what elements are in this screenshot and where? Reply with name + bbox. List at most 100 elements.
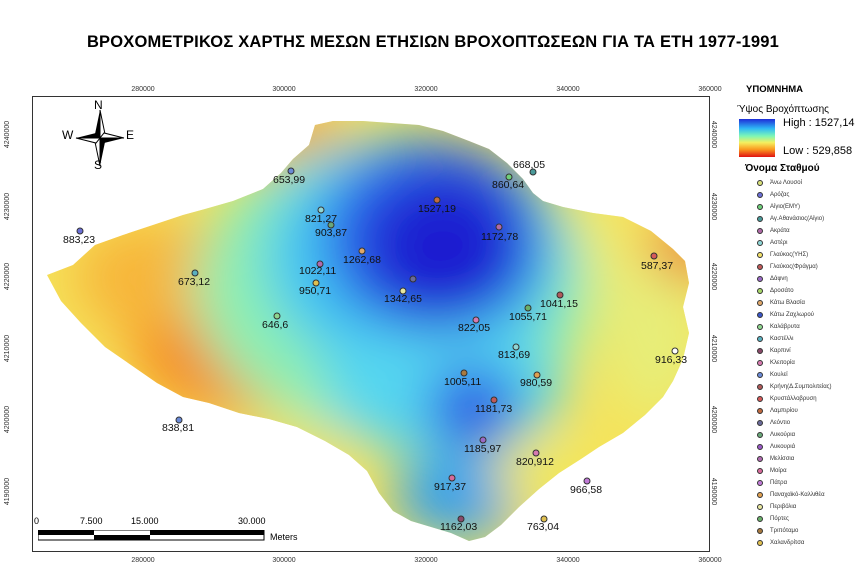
legend-title: ΥΠΟΜΝΗΜΑ — [746, 84, 803, 95]
y-tick-left: 4210000 — [4, 334, 12, 363]
east-label: E — [126, 128, 135, 142]
station-value-label: 646,6 — [262, 319, 289, 331]
station-marker — [273, 312, 281, 320]
station-swatch-icon — [757, 312, 763, 318]
north-label: N — [94, 98, 103, 112]
station-value-label: 883,23 — [63, 234, 96, 246]
station-value-label: 587,37 — [641, 260, 674, 272]
station-value-label: 820,912 — [516, 456, 554, 468]
station-marker — [540, 515, 548, 523]
legend-station-label: Δάφνη — [770, 276, 788, 282]
station-swatch-icon — [757, 492, 763, 498]
x-tick-bottom: 300000 — [272, 557, 296, 564]
legend-station-label: Καστέλλι — [770, 336, 794, 342]
legend-station-label: Αστέρι — [770, 240, 788, 246]
y-tick-right: 4200000 — [710, 405, 718, 434]
legend-station-label: Λυκούρια — [770, 432, 796, 438]
station-value-label: 668,05 — [513, 159, 546, 171]
legend-station-item: Παναχαϊκό-Καλλιθέα — [737, 490, 863, 502]
scale-label: 15.000 — [131, 516, 159, 526]
west-label: W — [62, 128, 74, 142]
legend-station-item: Δάφνη — [737, 274, 863, 286]
station-swatch-icon — [757, 372, 763, 378]
station-value-label: 916,33 — [655, 354, 688, 366]
legend-raster-title: Ύψος Βροχόπτωσης — [737, 104, 829, 115]
legend-station-label: Μοίρα — [770, 468, 787, 474]
station-swatch-icon — [757, 420, 763, 426]
station-swatch-icon — [757, 228, 763, 234]
station-swatch-icon — [757, 192, 763, 198]
station-swatch-icon — [757, 324, 763, 330]
legend-station-label: Χαλανδρίτσα — [770, 540, 805, 546]
station-value-label: 1005,11 — [444, 376, 482, 388]
station-swatch-icon — [757, 252, 763, 258]
y-tick-left: 4200000 — [4, 405, 12, 434]
scale-bar: 0 7.500 15.000 30.000 Meters — [34, 516, 374, 546]
legend-station-item: Λυκούρια — [737, 430, 863, 442]
color-ramp-swatch — [739, 119, 775, 157]
legend-station-label: Καρπινί — [770, 348, 791, 354]
station-marker — [556, 291, 564, 299]
map-title: ΒΡΟΧΟΜΕΤΡΙΚΟΣ ΧΑΡΤΗΣ ΜΕΣΩΝ ΕΤΗΣΙΩΝ ΒΡΟΧΟ… — [86, 33, 780, 51]
station-swatch-icon — [757, 264, 763, 270]
y-tick-right: 4210000 — [710, 334, 718, 363]
station-swatch-icon — [757, 516, 763, 522]
station-marker — [671, 347, 679, 355]
station-value-label: 813,69 — [498, 349, 531, 361]
station-swatch-icon — [757, 288, 763, 294]
station-swatch-icon — [757, 336, 763, 342]
legend-station-item: Κρυστάλλοβρυση — [737, 394, 863, 406]
station-marker — [495, 223, 503, 231]
station-swatch-icon — [757, 456, 763, 462]
x-tick-top: 360000 — [698, 86, 722, 93]
station-marker — [175, 416, 183, 424]
legend-station-item: Τριπόταμο — [737, 526, 863, 538]
y-tick-right: 4190000 — [710, 477, 718, 506]
station-marker — [479, 436, 487, 444]
legend-station-label: Κρήνη(Δ.Συμπολιτείας) — [770, 384, 832, 390]
legend-station-item: Καστέλλι — [737, 334, 863, 346]
legend: ΥΠΟΜΝΗΜΑ Ύψος Βροχόπτωσης High : 1527,14… — [737, 84, 863, 550]
station-value-label: 1185,97 — [464, 443, 502, 455]
station-marker — [650, 252, 658, 260]
station-swatch-icon — [757, 276, 763, 282]
station-marker — [317, 206, 325, 214]
legend-station-item: Λεόντιο — [737, 418, 863, 430]
station-swatch-icon — [757, 348, 763, 354]
station-swatch-icon — [757, 180, 763, 186]
legend-station-label: Κουλεϊ — [770, 372, 788, 378]
x-tick-top: 340000 — [556, 86, 580, 93]
legend-station-item: Πάτρα — [737, 478, 863, 490]
legend-station-item: Καρπινί — [737, 346, 863, 358]
station-value-label: 822,05 — [458, 322, 491, 334]
station-swatch-icon — [757, 204, 763, 210]
legend-station-label: Περιβόλια — [770, 504, 797, 510]
legend-station-label: Κρυστάλλοβρυση — [770, 396, 817, 402]
legend-station-label: Κάτω Ζαχλωρού — [770, 312, 814, 318]
station-value-label: 903,87 — [315, 227, 348, 239]
station-marker — [76, 227, 84, 235]
x-tick-top: 300000 — [272, 86, 296, 93]
station-swatch-icon — [757, 540, 763, 546]
legend-station-list: Άνω Λουσοί Αρόζας Αίγιο(ΕΜΥ) Αγ.Αθανάσιος(Α… — [737, 178, 863, 550]
legend-station-item: Αίγιο(ΕΜΥ) — [737, 202, 863, 214]
station-marker — [460, 369, 468, 377]
station-marker — [316, 260, 324, 268]
legend-station-label: Γλαύκος(ΥΗΣ) — [770, 252, 809, 258]
station-value-label: 673,12 — [178, 276, 211, 288]
legend-station-label: Καλάβρυτα — [770, 324, 800, 330]
station-marker — [409, 275, 417, 283]
legend-station-label: Τριπόταμο — [770, 528, 799, 534]
station-value-label: 1181,73 — [475, 403, 513, 415]
station-marker — [529, 168, 537, 176]
y-tick-right: 4220000 — [710, 262, 718, 291]
station-marker — [472, 316, 480, 324]
station-swatch-icon — [757, 528, 763, 534]
station-value-label: 917,37 — [434, 481, 467, 493]
station-value-label: 1527,19 — [418, 203, 456, 215]
legend-station-item: Κουλεϊ — [737, 370, 863, 382]
legend-station-item: Χαλανδρίτσα — [737, 538, 863, 550]
scale-label: 0 — [34, 516, 40, 526]
station-marker — [312, 279, 320, 287]
scale-label: 30.000 — [238, 516, 266, 526]
